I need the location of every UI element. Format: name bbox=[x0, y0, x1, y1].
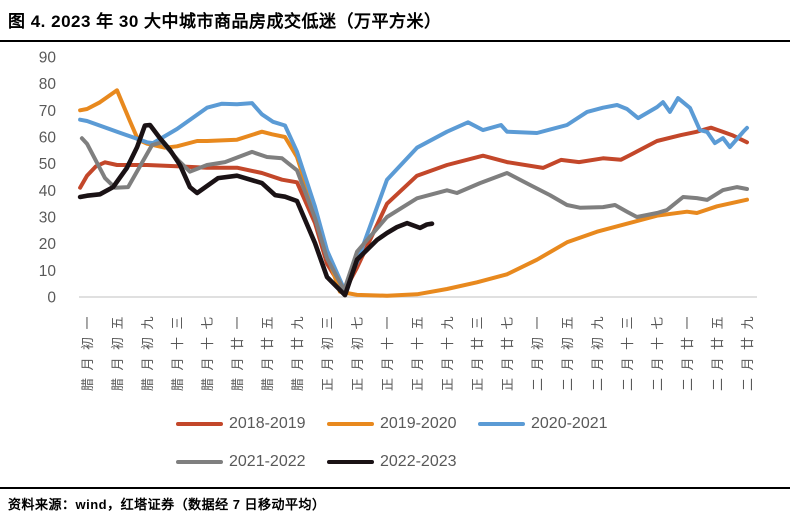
title-divider bbox=[0, 40, 790, 42]
x-axis-tick-label: 腊月廿五 bbox=[260, 309, 275, 391]
legend-label: 2021-2022 bbox=[229, 453, 306, 470]
legend-item-2020-2021: 2020-2021 bbox=[478, 412, 629, 436]
legend-swatch bbox=[478, 421, 525, 427]
x-axis-tick-label: 腊月十三 bbox=[170, 309, 185, 391]
x-axis-tick-label: 正月十五 bbox=[410, 309, 425, 391]
x-axis-tick-label: 二月十三 bbox=[620, 309, 635, 391]
y-axis-tick-label: 50 bbox=[39, 156, 57, 173]
x-axis-tick-label: 正月初三 bbox=[320, 309, 335, 391]
x-axis-tick-label: 二月初五 bbox=[560, 309, 575, 391]
x-axis-tick-label: 二月十七 bbox=[650, 309, 665, 391]
x-axis-tick-label: 正月十九 bbox=[440, 309, 455, 391]
legend-item-2018-2019: 2018-2019 bbox=[176, 412, 327, 436]
series-line-2020-2021 bbox=[78, 96, 749, 291]
footer-divider bbox=[0, 487, 790, 489]
x-axis-tick-label: 二月廿一 bbox=[680, 309, 695, 391]
x-axis-tick-label: 正月廿七 bbox=[500, 309, 515, 391]
x-axis-tick-label: 正月十一 bbox=[380, 309, 395, 391]
source-note: 资料来源：wind，红塔证券（数据经 7 日移动平均） bbox=[8, 497, 326, 512]
y-axis-tick-label: 80 bbox=[39, 76, 57, 93]
y-axis-tick-label: 90 bbox=[39, 50, 57, 67]
x-axis-tick-label: 正月廿三 bbox=[470, 309, 485, 391]
x-axis-tick-label: 腊月廿一 bbox=[230, 309, 245, 391]
y-axis-tick-label: 20 bbox=[39, 236, 57, 253]
y-axis-tick-label: 10 bbox=[39, 263, 57, 280]
legend-label: 2022-2023 bbox=[380, 453, 457, 470]
legend-item-2021-2022: 2021-2022 bbox=[176, 450, 327, 474]
x-axis-tick-label: 二月廿五 bbox=[710, 309, 725, 391]
legend-item-2022-2023: 2022-2023 bbox=[327, 450, 478, 474]
x-axis-tick-label: 腊月十七 bbox=[200, 309, 215, 391]
legend-item-2019-2020: 2019-2020 bbox=[327, 412, 478, 436]
legend-swatch bbox=[176, 421, 223, 427]
x-axis-tick-label: 腊月初九 bbox=[140, 309, 155, 391]
x-axis-tick-label: 二月初九 bbox=[590, 309, 605, 391]
y-axis-tick-label: 0 bbox=[47, 290, 56, 307]
series-line-2018-2019 bbox=[78, 125, 749, 294]
legend-swatch bbox=[176, 459, 223, 465]
figure-title: 图 4. 2023 年 30 大中城市商品房成交低迷（万平方米） bbox=[8, 12, 442, 31]
series-line-2021-2022 bbox=[79, 136, 749, 293]
chart-legend: 2018-2019 2019-2020 2020-2021 2021-2022 2022… bbox=[176, 412, 629, 474]
x-axis-tick-label: 正月初七 bbox=[350, 309, 365, 391]
legend-swatch bbox=[327, 459, 374, 465]
legend-swatch bbox=[327, 421, 374, 427]
y-axis-tick-label: 70 bbox=[39, 103, 57, 120]
legend-label: 2019-2020 bbox=[380, 415, 457, 432]
y-axis-tick-label: 60 bbox=[39, 130, 57, 147]
x-axis-tick-label: 腊月初一 bbox=[80, 309, 95, 391]
x-axis-tick-label: 腊月廿九 bbox=[290, 309, 305, 391]
x-axis-tick-label: 二月廿九 bbox=[740, 309, 755, 391]
line-chart-canvas: 0102030405060708090腊月初一 腊月初五 腊月初九 腊月十三 腊月十七腊… bbox=[39, 50, 757, 391]
x-axis-tick-label: 二月初一 bbox=[530, 309, 545, 391]
y-axis-tick-label: 40 bbox=[39, 183, 57, 200]
x-axis-tick-label: 腊月初五 bbox=[110, 309, 125, 391]
y-axis-tick-label: 30 bbox=[39, 210, 57, 227]
legend-label: 2018-2019 bbox=[229, 415, 306, 432]
series-line-2019-2020 bbox=[78, 88, 749, 298]
legend-label: 2020-2021 bbox=[531, 415, 608, 432]
series-line-2022-2023 bbox=[77, 122, 435, 298]
